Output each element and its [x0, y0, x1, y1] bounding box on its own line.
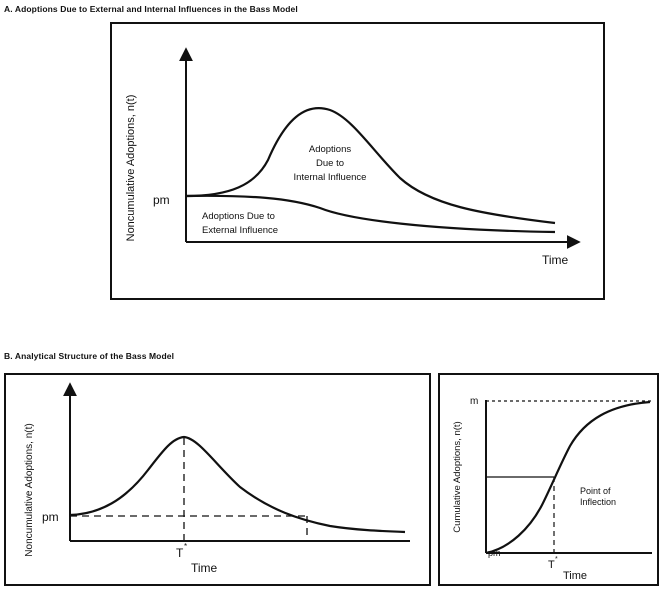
panel-b-right-tstar-label: T — [548, 559, 555, 571]
panel-b-left-y-axis-label: Noncumulative Adoptions, n(t) — [24, 423, 35, 556]
panel-a-x-axis-label: Time — [542, 253, 569, 267]
panel-b-left-x-axis-label: Time — [191, 561, 218, 575]
panel-a-internal-label-3: Internal Influence — [294, 172, 367, 183]
panel-b-right-frame — [438, 373, 659, 586]
panel-a-external-curve — [185, 194, 556, 234]
panel-b-right-diagram: Cumulative Adoptions, n(t) m pm Point of… — [452, 396, 652, 582]
panel-a-external-label-2: External Influence — [202, 225, 278, 236]
panel-a-internal-curve — [185, 107, 556, 225]
panel-a-pm-label: pm — [153, 193, 170, 207]
panel-a-internal-label-1: Adoptions — [309, 144, 352, 155]
panel-a-external-label-1: Adoptions Due to — [202, 211, 275, 222]
panel-b-left-frame — [4, 373, 431, 586]
panel-b-left-curve — [69, 435, 406, 534]
panel-a-y-axis-label: Noncumulative Adoptions, n(t) — [125, 95, 137, 242]
panel-b-left-diagram: Noncumulative Adoptions, n(t) pm T * Tim… — [24, 382, 410, 575]
panel-b-right-y-axis-label: Cumulative Adoptions, n(t) — [452, 421, 463, 532]
panel-b-title: B. Analytical Structure of the Bass Mode… — [4, 351, 175, 361]
panel-b-left-tstar-label: T — [176, 546, 184, 560]
panel-b-right-x-axis-label: Time — [563, 570, 587, 582]
panel-b-right-tstar-marker: * — [555, 556, 558, 563]
panel-a-title: A. Adoptions Due to External and Interna… — [4, 4, 298, 14]
panel-b-right-inflection-label-1: Point of — [580, 486, 611, 496]
panel-b-left-tstar-marker: * — [184, 542, 187, 551]
panel-b-left-pm-label: pm — [42, 510, 59, 524]
panel-b-right-s-curve — [485, 400, 651, 555]
panel-b-right-inflection-label-2: Inflection — [580, 497, 616, 507]
panel-a-frame — [110, 22, 605, 300]
panel-a-internal-label-2: Due to — [316, 158, 344, 169]
panel-b-right-m-label: m — [470, 396, 478, 407]
panel-b-right-pm-label: pm — [488, 548, 501, 558]
panel-a-diagram: Noncumulative Adoptions, n(t) Time pm Ad… — [125, 47, 581, 267]
